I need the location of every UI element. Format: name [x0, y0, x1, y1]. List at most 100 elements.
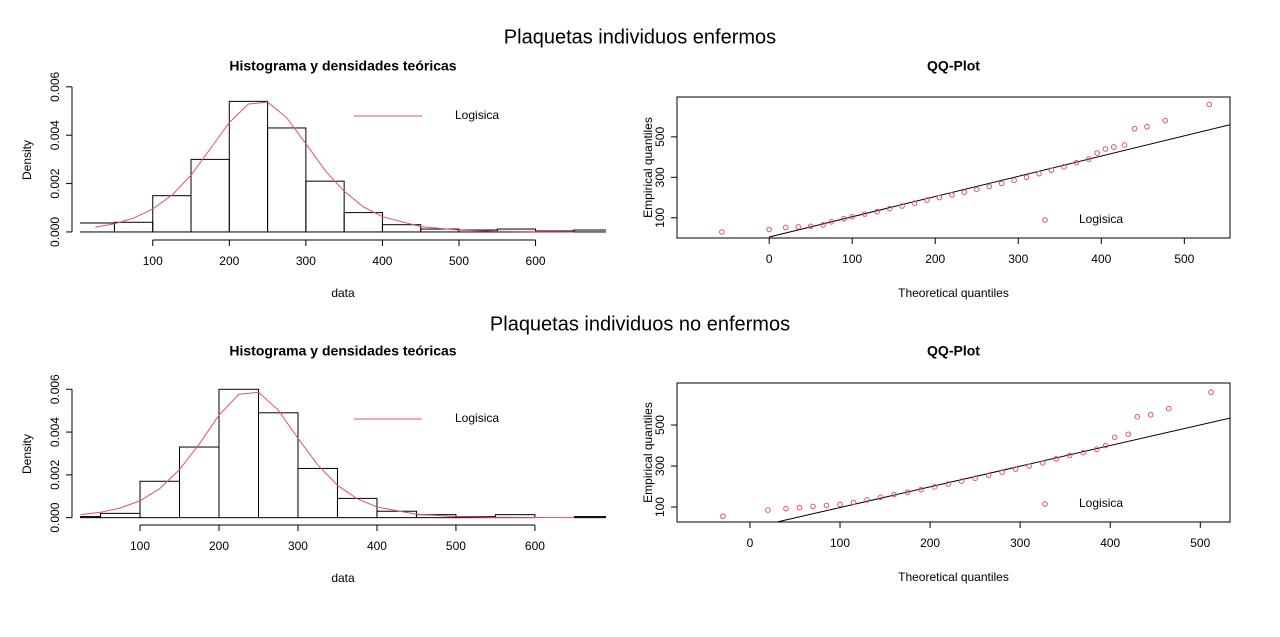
qq-point — [837, 501, 843, 508]
legend-label: Logisica — [455, 411, 499, 425]
density-curve — [95, 101, 574, 233]
qq-point — [1125, 431, 1132, 438]
x-tick-label: 100 — [143, 254, 163, 268]
qq-point — [936, 194, 943, 201]
qq-point — [1094, 150, 1100, 156]
qq-point — [820, 222, 826, 228]
x-tick-label: 600 — [526, 254, 546, 268]
x-tick-label: 400 — [367, 539, 387, 553]
x-tick-label: 500 — [449, 254, 469, 268]
qq-point — [1134, 414, 1141, 420]
y-tick-label: 100 — [653, 497, 667, 517]
qq-point — [1162, 117, 1169, 124]
qq-point — [1144, 123, 1150, 130]
qq-point — [1111, 434, 1118, 441]
qq-point — [985, 472, 992, 479]
bar — [267, 127, 307, 233]
qq-point — [810, 503, 816, 510]
bar — [573, 229, 606, 233]
bars — [80, 100, 606, 233]
qq-point — [958, 478, 965, 485]
qq-point — [949, 192, 955, 198]
qq-point — [911, 200, 918, 207]
qq-point — [720, 513, 726, 520]
qq-point — [1110, 144, 1117, 150]
y-axis-label: Empirical quantiles — [641, 117, 655, 218]
qq-point — [849, 213, 855, 220]
x-tick-label: 400 — [1100, 536, 1120, 550]
y-tick-label: 0.000 — [48, 217, 62, 247]
legend-label: Logisica — [1079, 496, 1123, 510]
bars — [80, 388, 606, 519]
qq-point — [1165, 405, 1172, 412]
bar — [305, 180, 345, 233]
plot-frame — [676, 96, 1231, 239]
qq-point — [783, 505, 789, 512]
qq-point — [972, 475, 978, 482]
chart-title: Histograma y densidades teóricas — [229, 58, 456, 74]
x-tick-label: 200 — [209, 539, 229, 553]
x-axis-label: data — [331, 286, 355, 300]
y-tick-label: 0.002 — [48, 168, 62, 198]
y-tick-label: 0.006 — [48, 374, 62, 404]
qq-point — [924, 197, 930, 203]
x-tick-label: 100 — [830, 536, 850, 550]
qq-point — [1061, 163, 1067, 170]
qq-point — [1036, 170, 1042, 177]
y-tick-label: 0.004 — [48, 120, 62, 150]
qq-point — [1208, 389, 1214, 396]
qq-point — [1053, 456, 1059, 462]
legend-label: Logisica — [455, 108, 499, 122]
x-axis-label: data — [331, 571, 355, 585]
x-tick-label: 300 — [1008, 252, 1028, 266]
qq-point — [931, 484, 938, 490]
qq-point — [850, 499, 857, 506]
qq-point — [719, 229, 725, 235]
x-tick-label: 0 — [747, 536, 754, 550]
y-tick-label: 0.006 — [48, 71, 62, 101]
qq-point — [1086, 156, 1092, 162]
plot-frame — [676, 382, 1231, 523]
qq-point — [874, 208, 880, 215]
qq-point — [828, 219, 835, 225]
qq-point — [1102, 146, 1109, 152]
y-tick-label: 300 — [653, 456, 667, 476]
qq-point — [1012, 466, 1019, 472]
x-tick-label: 500 — [1190, 536, 1210, 550]
y-axis-label: Density — [20, 140, 34, 180]
qq-point — [823, 502, 830, 509]
x-tick-label: 600 — [525, 539, 545, 553]
qq-point — [1066, 452, 1073, 459]
bar — [343, 212, 383, 233]
qq-point — [904, 489, 911, 496]
qq-point — [841, 215, 847, 222]
qq-point — [998, 180, 1005, 187]
qq-point — [1102, 442, 1109, 449]
chart-title: QQ-Plot — [927, 58, 980, 74]
y-tick-label: 0.004 — [48, 417, 62, 447]
bar — [257, 412, 299, 519]
x-tick-label: 500 — [1174, 252, 1194, 266]
qq-point — [1026, 463, 1032, 469]
qq-point — [918, 486, 924, 493]
y-tick-label: 300 — [653, 167, 667, 187]
qq-point — [899, 203, 905, 209]
qq-point — [1121, 142, 1128, 148]
qq-point — [1048, 167, 1055, 174]
qq-point — [945, 481, 951, 487]
bar — [297, 467, 338, 519]
x-tick-label: 200 — [925, 252, 945, 266]
qq-point — [796, 504, 803, 511]
qq-point — [891, 491, 897, 498]
legend-marker — [1042, 501, 1048, 507]
chart-title: QQ-Plot — [927, 343, 980, 359]
legend-label: Logisica — [1079, 212, 1123, 226]
y-tick-label: 0.000 — [48, 502, 62, 532]
qq-point — [861, 211, 868, 217]
y-axis-label: Empirical quantiles — [641, 402, 655, 503]
qq-point — [864, 497, 870, 503]
qq-point — [999, 469, 1005, 475]
x-tick-label: 300 — [296, 254, 316, 268]
